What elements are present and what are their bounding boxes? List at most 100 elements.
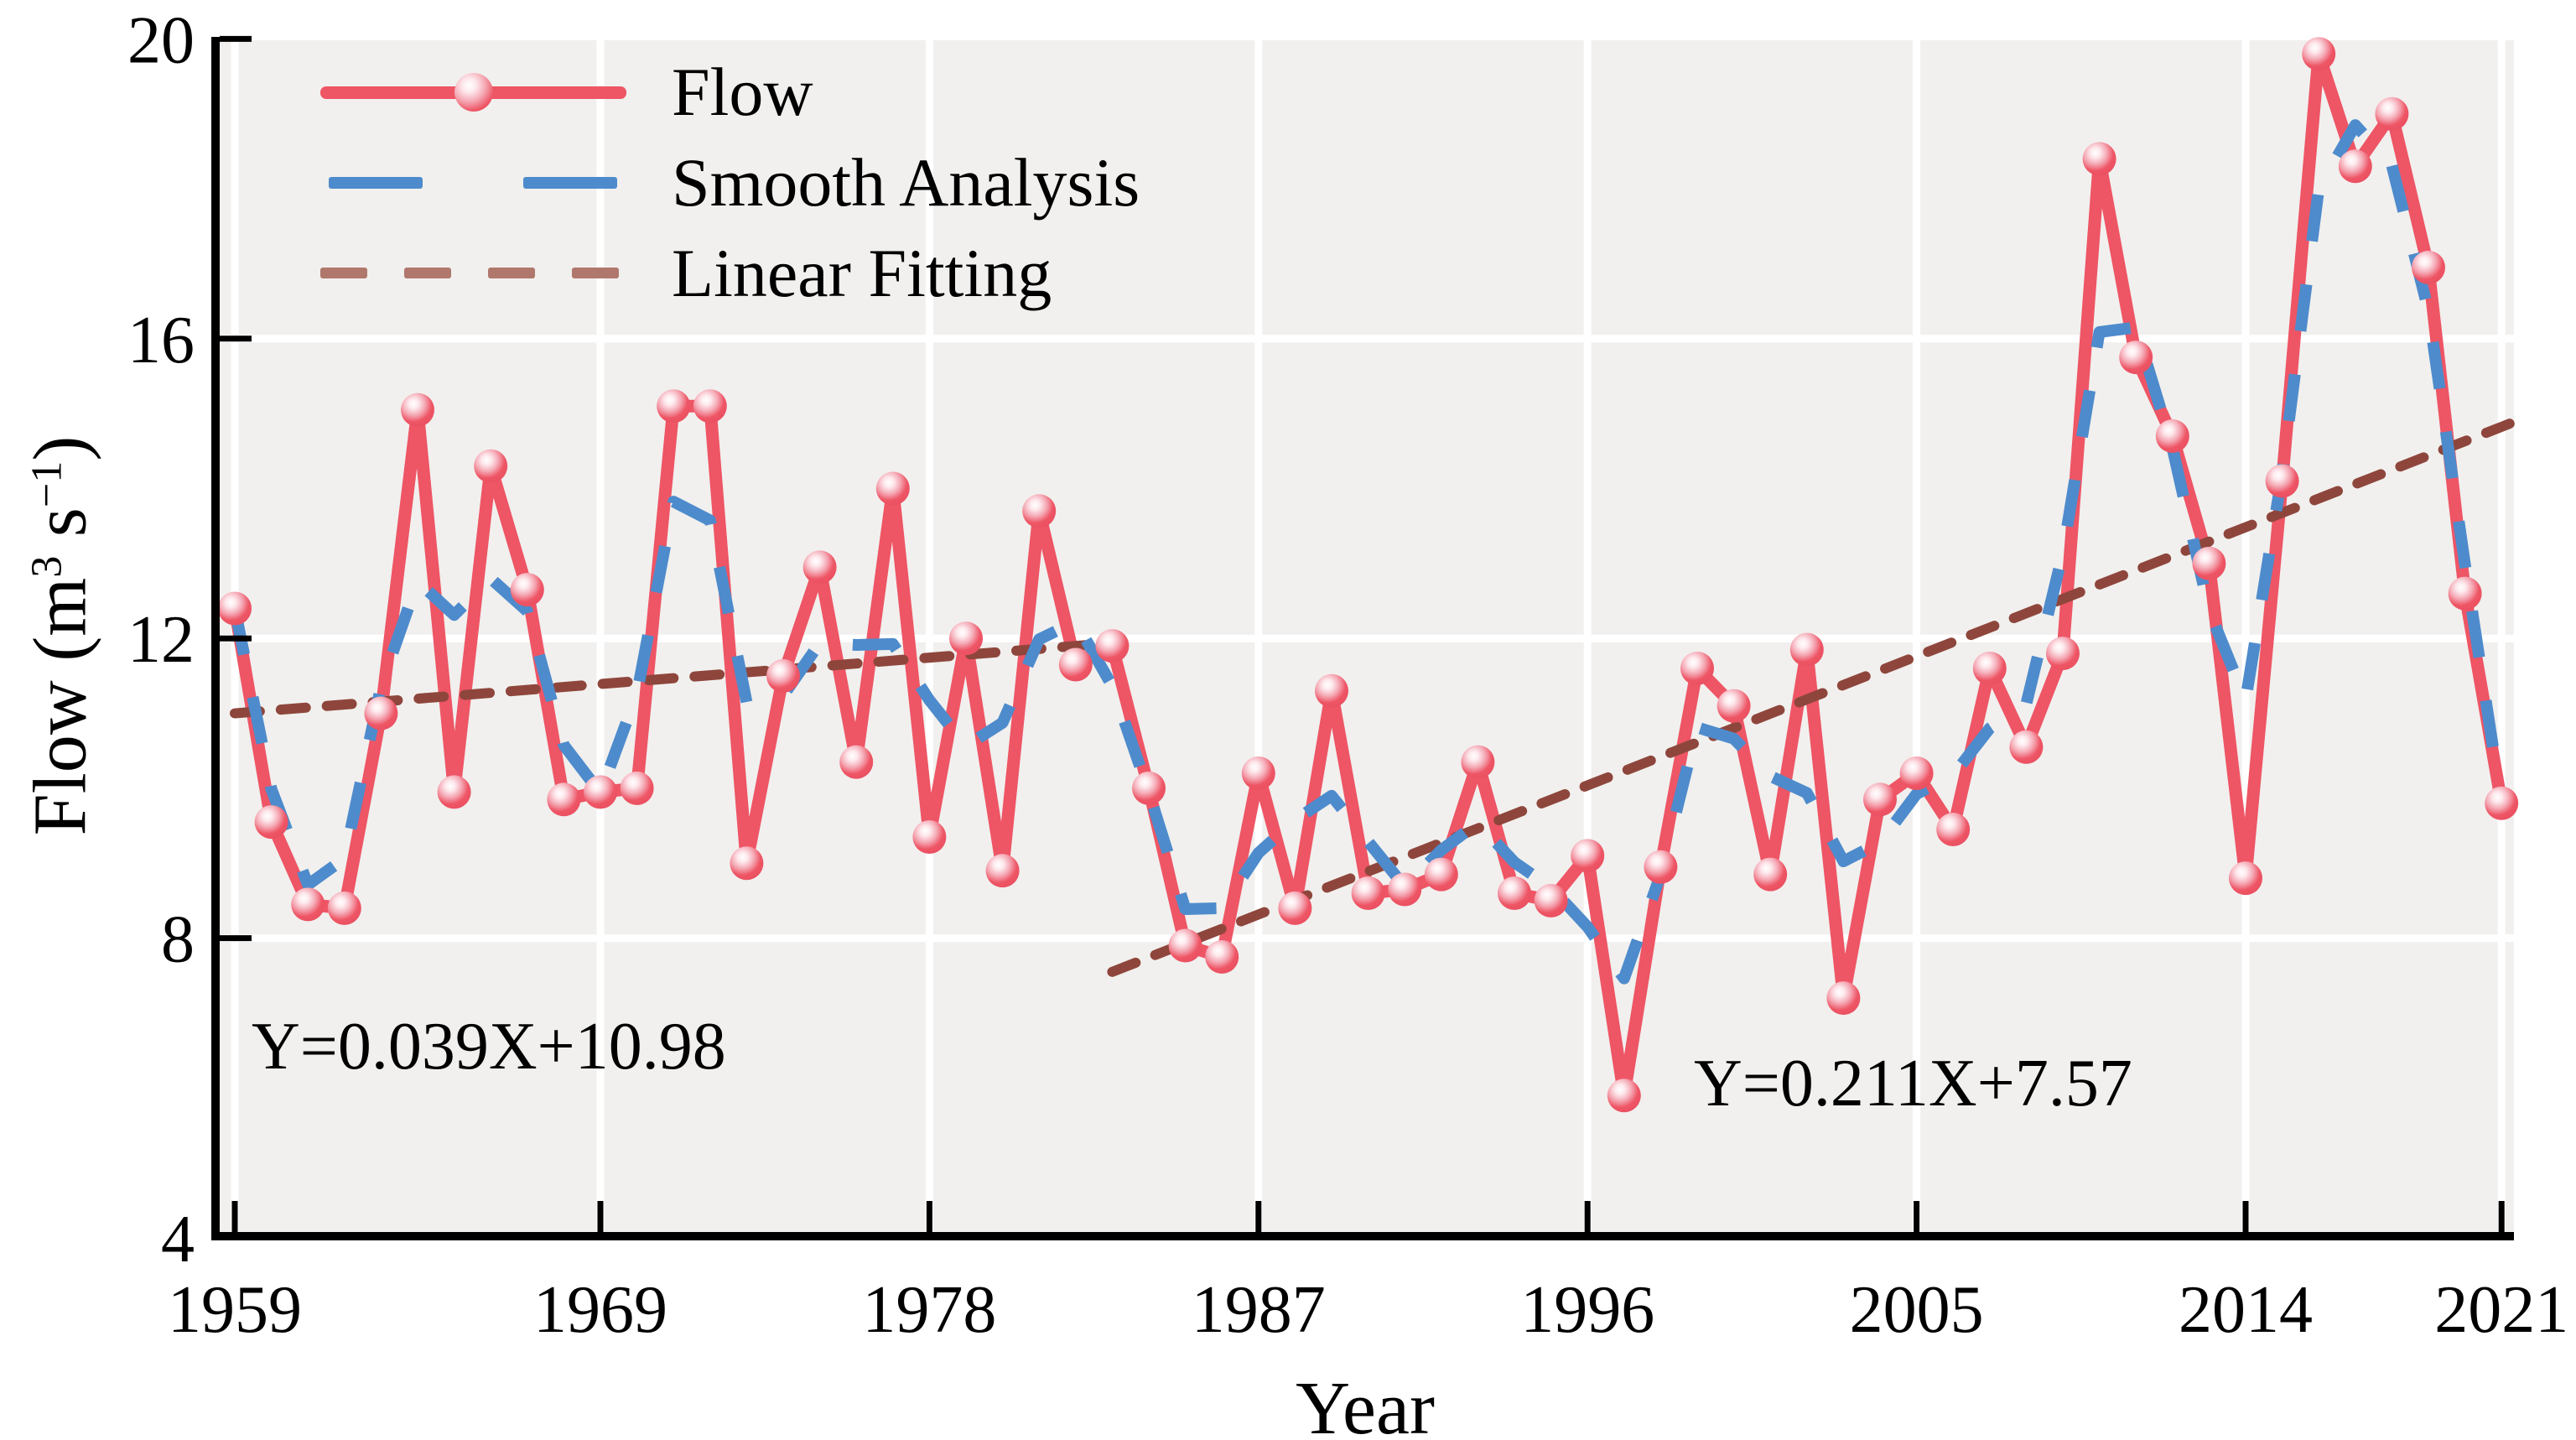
y-tick-label: 20 — [127, 3, 195, 77]
flow-marker — [1644, 850, 1678, 884]
y-tick-label: 12 — [127, 603, 195, 677]
flow-marker — [547, 782, 581, 817]
y-axis-title: Flow (m3 s−1) — [18, 435, 102, 836]
flow-marker — [2119, 341, 2153, 375]
flow-marker — [510, 573, 544, 607]
legend-item-smooth: Smooth Analysis — [320, 138, 1140, 228]
flow-marker — [1241, 756, 1275, 791]
flow-marker — [839, 745, 874, 779]
x-tick-label: 2014 — [2179, 1273, 2313, 1347]
linear-dash — [320, 268, 367, 278]
flow-marker — [2192, 546, 2226, 580]
equation-right-fit: Y=0.211X+7.57 — [1694, 1047, 2132, 1120]
flow-marker — [1461, 745, 1495, 779]
y-tick-label: 8 — [161, 903, 195, 977]
flow-marker — [1424, 857, 1458, 892]
flow-marker — [1972, 651, 2007, 685]
flow-marker — [1278, 891, 1312, 925]
x-tick-label: 2005 — [1850, 1273, 1984, 1347]
flow-marker — [327, 891, 361, 925]
legend-label-flow: Flow — [672, 54, 813, 130]
flow-marker — [2155, 418, 2189, 453]
flow-marker — [1863, 782, 1897, 817]
flow-marker — [730, 846, 764, 881]
flow-marker — [1022, 494, 1057, 528]
x-axis-title: Year — [1296, 1367, 1435, 1440]
flow-marker — [1716, 689, 1751, 723]
flow-marker — [766, 658, 800, 693]
linear-dash — [404, 268, 451, 278]
flow-marker — [875, 471, 910, 506]
flow-marker — [693, 389, 727, 424]
flow-marker — [2375, 96, 2409, 131]
flow-marker — [2082, 142, 2116, 176]
flow-marker — [949, 621, 983, 656]
flow-marker — [437, 775, 471, 809]
flow-marker — [912, 819, 947, 854]
ylabel-superscript-3: 3 — [22, 555, 71, 578]
ylabel-superscript-minus1: −1 — [22, 460, 71, 508]
flow-marker — [254, 805, 288, 840]
x-tick-label: 1996 — [1520, 1273, 1654, 1347]
linear-dash — [572, 268, 619, 278]
x-tick-label: 1987 — [1192, 1273, 1326, 1347]
flow-marker — [802, 550, 837, 585]
linear-fit-segment — [1107, 416, 2521, 977]
flow-marker — [2412, 250, 2445, 284]
flow-marker — [1789, 632, 1824, 667]
flow-marker — [401, 392, 434, 427]
y-tick-label: 16 — [127, 304, 195, 377]
linear-dash — [488, 268, 535, 278]
flow-marker — [1205, 939, 1239, 974]
x-tick-label: 1978 — [862, 1273, 996, 1347]
smooth-dash — [523, 177, 617, 189]
flow-marker — [1534, 883, 1568, 918]
flow-marker — [1826, 981, 1861, 1016]
flow-marker — [620, 771, 654, 805]
flow-marker — [1680, 651, 1714, 685]
flow-marker — [1753, 857, 1788, 892]
flow-marker — [1899, 756, 1934, 791]
flow-marker — [1132, 771, 1166, 805]
linear-dash-swatch-icon — [320, 254, 626, 293]
legend-label-linear: Linear Fitting — [672, 235, 1052, 311]
legend: Flow Smooth Analysis Linear Fitting — [320, 47, 1140, 319]
y-tick-label: 4 — [161, 1203, 195, 1276]
flow-marker — [218, 591, 252, 626]
legend-item-flow: Flow — [320, 47, 1140, 138]
flow-marker — [2302, 37, 2336, 71]
flow-marker — [2485, 786, 2519, 820]
flow-marker — [2338, 149, 2372, 184]
flow-marker-sample — [454, 73, 493, 112]
flow-marker — [1095, 629, 1130, 663]
flow-marker — [1351, 876, 1385, 910]
flow-marker — [364, 696, 398, 730]
flow-marker — [1571, 839, 1605, 873]
flow-marker — [2448, 576, 2482, 611]
flow-marker — [1315, 673, 1348, 708]
flow-line-swatch-icon — [320, 73, 626, 112]
flow-marker — [2265, 464, 2299, 498]
flow-marker — [657, 389, 691, 424]
flow-marker — [1498, 876, 1531, 910]
flow-marker — [985, 854, 1020, 888]
flow-marker — [1607, 1079, 1641, 1113]
flow-marker — [2009, 730, 2044, 764]
flow-marker — [1936, 813, 1971, 847]
flow-marker — [1168, 928, 1202, 963]
flow-marker — [291, 887, 325, 922]
flow-marker — [2046, 637, 2080, 671]
legend-item-linear: Linear Fitting — [320, 228, 1140, 319]
flow-marker — [474, 449, 508, 483]
x-tick-label: 1969 — [533, 1273, 667, 1347]
smooth-dash-swatch-icon — [320, 164, 626, 202]
equation-left-fit: Y=0.039X+10.98 — [252, 1010, 726, 1084]
flow-marker — [1388, 872, 1422, 907]
legend-label-smooth: Smooth Analysis — [672, 144, 1140, 221]
smooth-dash — [329, 177, 423, 189]
flow-marker — [1058, 647, 1093, 682]
x-tick-label: 2021 — [2434, 1273, 2568, 1347]
flow-marker — [2229, 861, 2262, 896]
